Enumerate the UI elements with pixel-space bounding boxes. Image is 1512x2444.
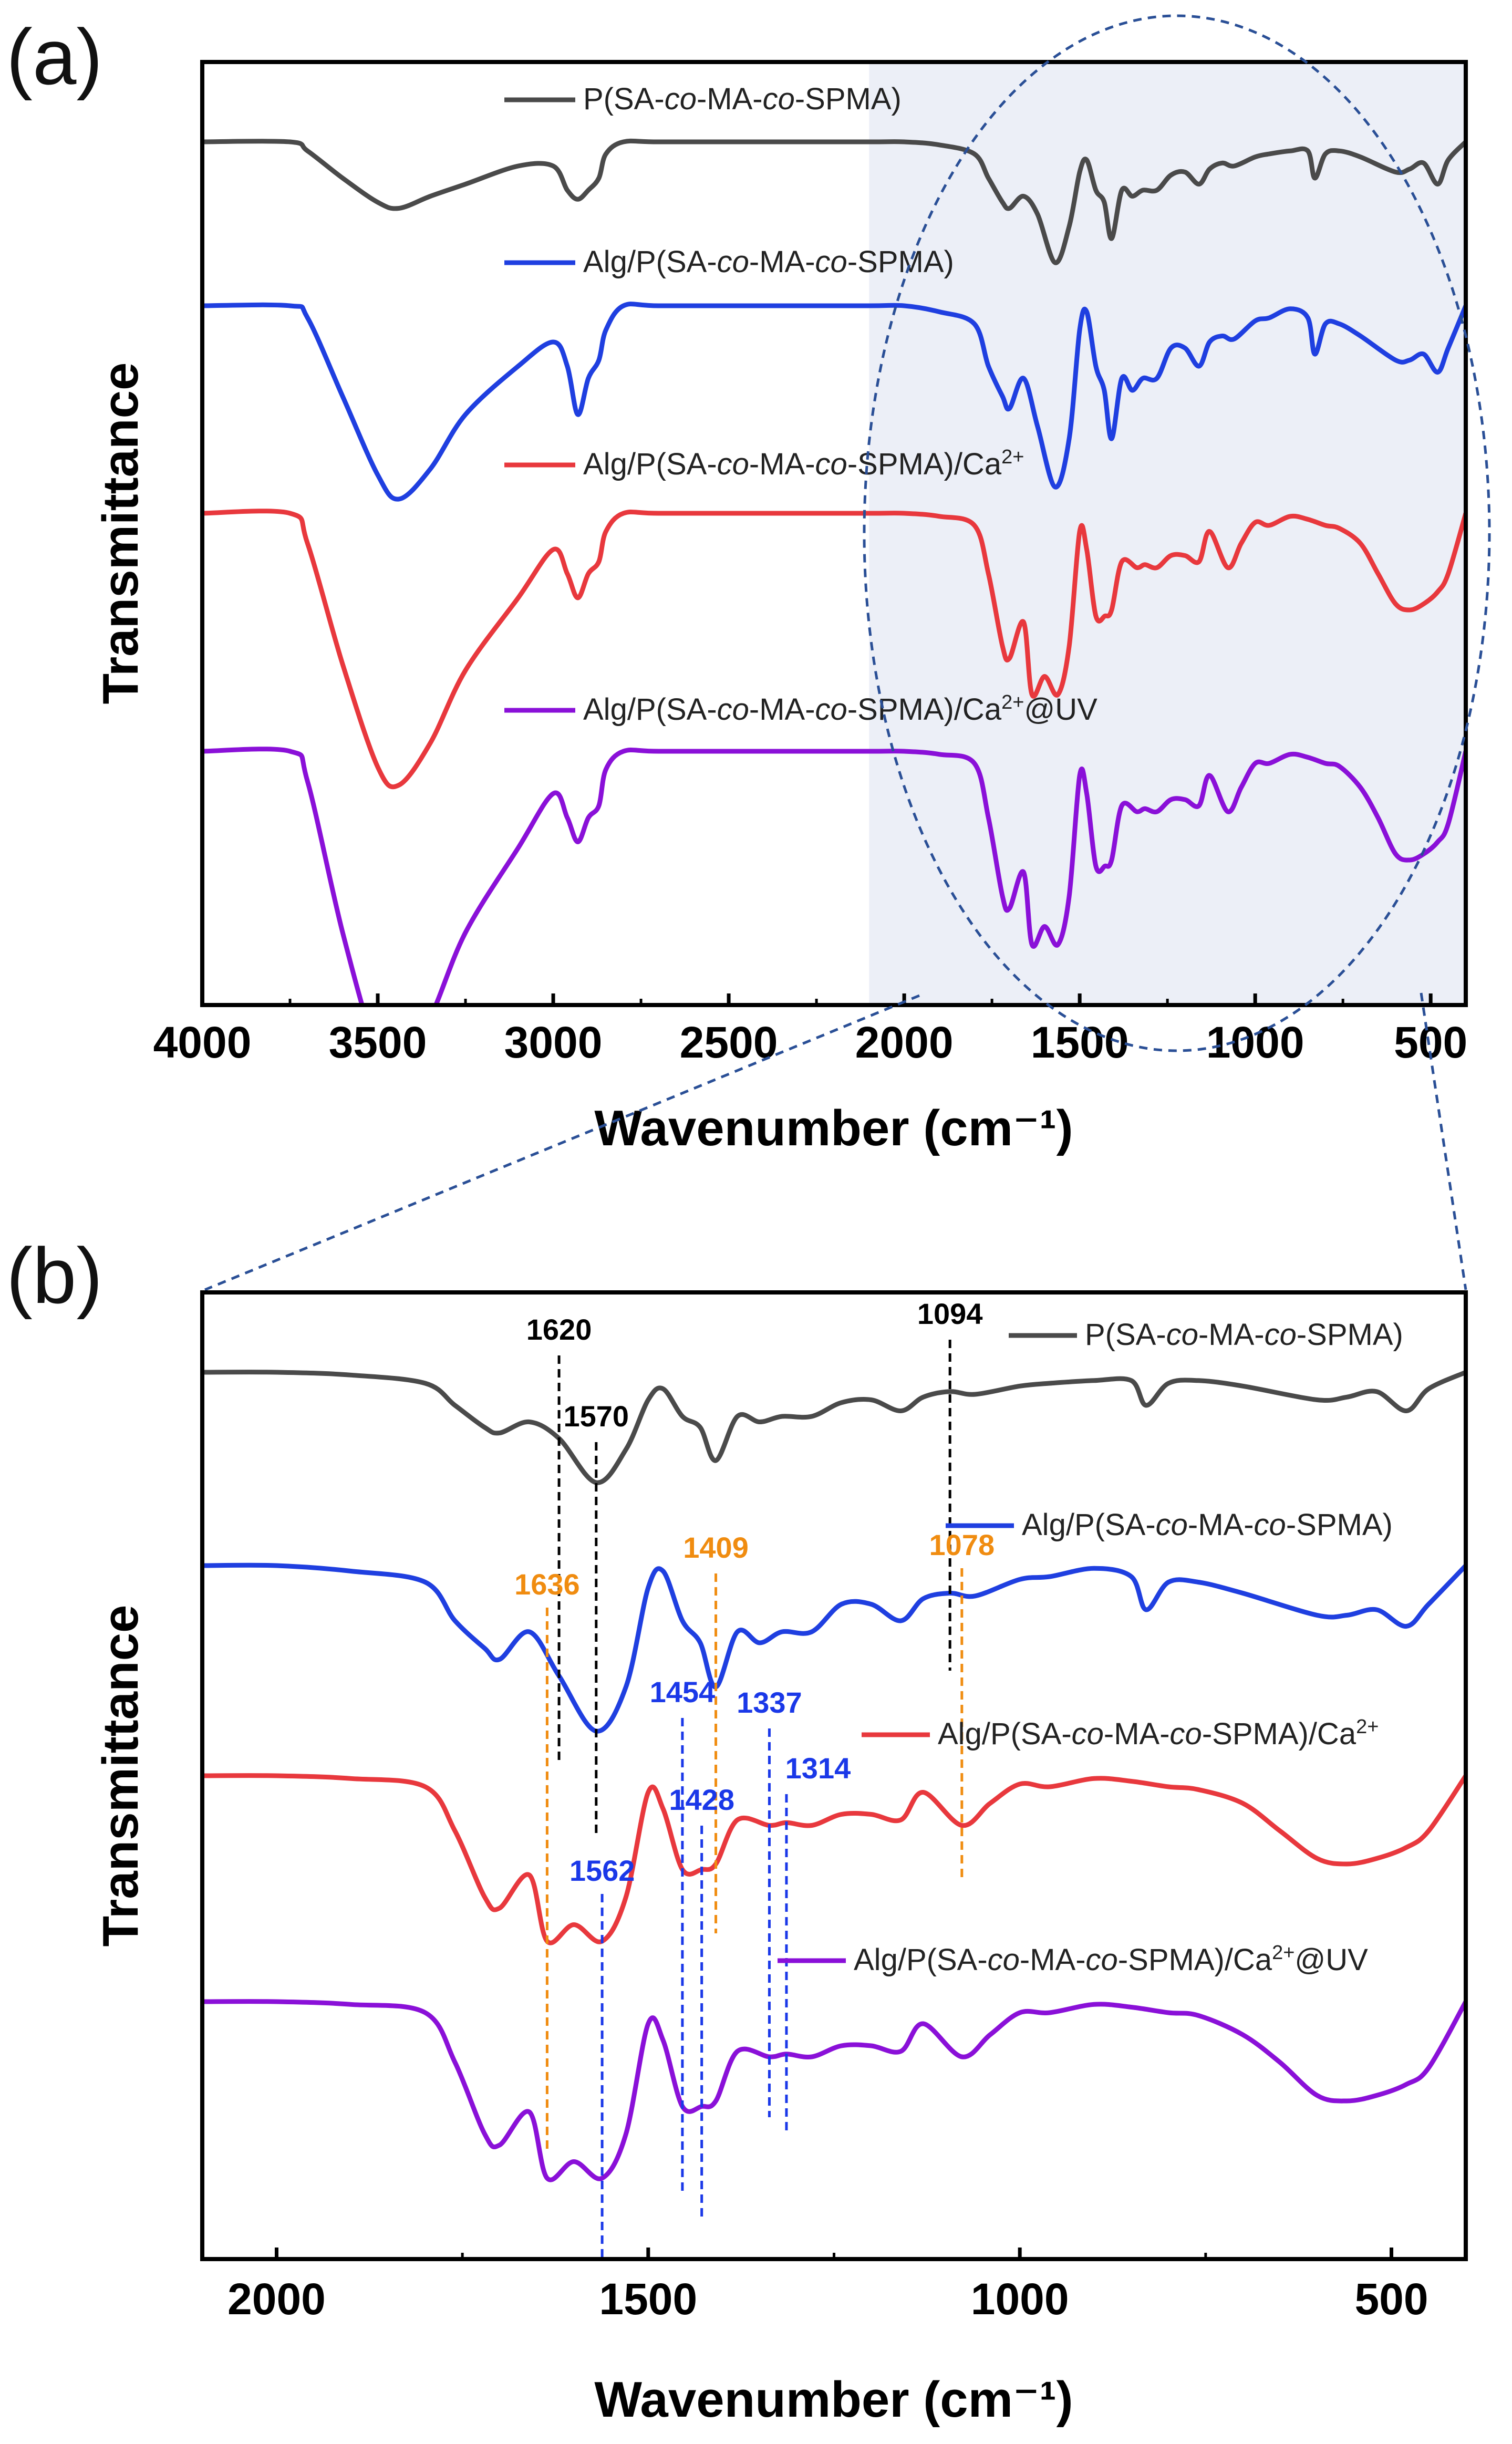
- peak-label-1428: 1428: [669, 1783, 734, 1816]
- legend-label: Alg/P(SA-co-MA-co-SPMA)/Ca2+@UV: [583, 691, 1097, 727]
- series-line-a-alg-p-sa-co-ma-co-spma-ca: [202, 509, 1466, 790]
- panel-label-a: (a): [6, 13, 102, 101]
- peak-label-1094: 1094: [917, 1297, 983, 1330]
- peak-label-1314: 1314: [785, 1752, 851, 1785]
- legend-label: Alg/P(SA-co-MA-co-SPMA)/Ca2+: [583, 446, 1024, 481]
- legend-b: P(SA-co-MA-co-SPMA) Alg/P(SA-co-MA-co-SPM…: [778, 1318, 1403, 1977]
- series-line-b-alg-p-sa-co-ma-co-spma-ca-uv: [202, 1999, 1466, 2182]
- series-line-a-alg-p-sa-co-ma-co-spma: [202, 302, 1466, 502]
- peak-label-1454: 1454: [650, 1675, 716, 1708]
- x-tick-label-b: 1000: [971, 2274, 1069, 2324]
- legend-a: P(SA-co-MA-co-SPMA) Alg/P(SA-co-MA-co-SPM…: [504, 82, 1097, 727]
- plot-frame-a: [200, 60, 1468, 1007]
- zoom-ellipse: [863, 14, 1491, 1052]
- y-axis-title-a: Transmittance: [92, 363, 149, 705]
- legend-label: Alg/P(SA-co-MA-co-SPMA): [1022, 1508, 1393, 1542]
- x-axis-a: 4000 3500 3000 2500 2000 1500 1000 500: [153, 993, 1467, 1067]
- legend-label: P(SA-co-MA-co-SPMA): [1085, 1318, 1403, 1352]
- panel-label-b: (b): [6, 1231, 102, 1320]
- legend-label: Alg/P(SA-co-MA-co-SPMA): [583, 245, 954, 279]
- peak-label-1078: 1078: [929, 1528, 995, 1561]
- peak-label-1562: 1562: [569, 1854, 635, 1887]
- highlight-region: [869, 62, 1466, 1005]
- x-tick-label-b: 2000: [227, 2274, 326, 2324]
- legend-label: P(SA-co-MA-co-SPMA): [583, 82, 902, 116]
- x-tick-label-a: 2000: [855, 1018, 954, 1067]
- series-line-a-p-sa-co-ma-co-spma: [202, 138, 1466, 265]
- series-line-b-alg-p-sa-co-ma-co-spma-ca: [202, 1773, 1466, 1945]
- x-tick-label-a: 3000: [504, 1018, 603, 1067]
- panel-a: (a) 4000 3500 3000 2500 2000 1500 1000 500 Wave…: [6, 13, 1491, 1156]
- panel-b: (b) 1620 1570 1094 1636 1409 1078 1454 1428 1337…: [6, 1231, 1468, 2428]
- x-tick-label-b: 500: [1354, 2274, 1428, 2324]
- zoom-connector-left: [204, 994, 920, 1291]
- peak-label-1636: 1636: [514, 1568, 580, 1601]
- peak-label-1409: 1409: [683, 1531, 749, 1564]
- x-tick-label-a: 1000: [1206, 1018, 1304, 1067]
- x-axis-title-a: Wavenumber (cm⁻¹): [594, 1100, 1073, 1156]
- x-tick-label-b: 1500: [599, 2274, 697, 2324]
- legend-label: Alg/P(SA-co-MA-co-SPMA)/Ca2+@UV: [854, 1942, 1368, 1977]
- series-line-b-alg-p-sa-co-ma-co-spma: [202, 1562, 1466, 1734]
- series-group-a: [202, 138, 1466, 1005]
- x-tick-label-a: 2500: [680, 1018, 778, 1067]
- x-tick-label-a: 500: [1394, 1018, 1467, 1067]
- x-tick-label-a: 1500: [1031, 1018, 1129, 1067]
- peak-label-1337: 1337: [737, 1686, 802, 1719]
- peak-label-1620: 1620: [526, 1313, 592, 1346]
- series-line-b-p-sa-co-ma-co-spma: [202, 1370, 1466, 1485]
- y-axis-title-b: Transmittance: [92, 1605, 149, 1947]
- zoom-connector-right: [1420, 992, 1467, 1290]
- x-axis-title-b: Wavenumber (cm⁻¹): [594, 2371, 1073, 2428]
- x-axis-b: 2000 1500 1000 500: [227, 2248, 1428, 2324]
- series-group-b: [202, 1370, 1466, 2182]
- x-tick-label-a: 3500: [329, 1018, 427, 1067]
- series-line-a-alg-p-sa-co-ma-co-spma-ca-uv: [202, 747, 1466, 1005]
- peak-label-1570: 1570: [564, 1400, 629, 1433]
- legend-label: Alg/P(SA-co-MA-co-SPMA)/Ca2+: [938, 1716, 1379, 1751]
- peak-annotations: 1620 1570 1094 1636 1409 1078 1454 1428 1337 1314…: [514, 1297, 995, 2259]
- x-tick-label-a: 4000: [153, 1018, 252, 1067]
